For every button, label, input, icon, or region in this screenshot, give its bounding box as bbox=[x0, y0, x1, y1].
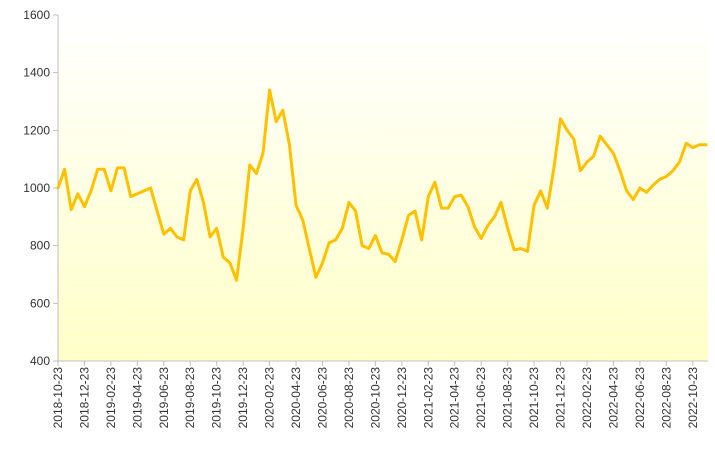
x-tick-label: 2021-10-23 bbox=[527, 367, 541, 429]
x-tick-label: 2021-04-23 bbox=[448, 367, 462, 429]
x-tick-label: 2022-08-23 bbox=[659, 367, 673, 429]
x-tick-label: 2022-04-23 bbox=[606, 367, 620, 429]
x-tick-label: 2019-08-23 bbox=[183, 367, 197, 429]
data-line bbox=[56, 88, 708, 282]
y-tick-label: 1400 bbox=[23, 66, 50, 80]
x-tick-label: 2021-02-23 bbox=[421, 367, 435, 429]
x-tick-label: 2018-12-23 bbox=[77, 367, 91, 429]
x-tick-label: 2021-12-23 bbox=[554, 367, 568, 429]
x-tick-label: 2019-06-23 bbox=[157, 367, 171, 429]
x-tick-label: 2019-10-23 bbox=[210, 367, 224, 429]
x-tick-label: 2020-08-23 bbox=[342, 367, 356, 429]
x-tick-label: 2022-02-23 bbox=[580, 367, 594, 429]
y-tick-label: 1000 bbox=[23, 181, 50, 195]
y-tick-label: 400 bbox=[30, 354, 50, 368]
x-tick-label: 2022-06-23 bbox=[633, 367, 647, 429]
x-tick-label: 2021-08-23 bbox=[501, 367, 515, 429]
y-tick-label: 1600 bbox=[23, 8, 50, 22]
x-tick-label: 2022-10-23 bbox=[686, 367, 700, 429]
x-tick-label: 2021-06-23 bbox=[474, 367, 488, 429]
x-tick-label: 2019-02-23 bbox=[104, 367, 118, 429]
y-tick-label: 1200 bbox=[23, 123, 50, 137]
x-tick-label: 2020-06-23 bbox=[315, 367, 329, 429]
y-tick-label: 600 bbox=[30, 296, 50, 310]
x-tick-label: 2020-02-23 bbox=[263, 367, 277, 429]
plot-area bbox=[58, 15, 708, 361]
x-tick-label: 2019-04-23 bbox=[130, 367, 144, 429]
x-tick-label: 2019-12-23 bbox=[236, 367, 250, 429]
x-tick-label: 2020-10-23 bbox=[368, 367, 382, 429]
x-tick-label: 2020-04-23 bbox=[289, 367, 303, 429]
x-tick-label: 2018-10-23 bbox=[51, 367, 65, 429]
y-tick-label: 800 bbox=[30, 239, 50, 253]
x-tick-label: 2020-12-23 bbox=[395, 367, 409, 429]
